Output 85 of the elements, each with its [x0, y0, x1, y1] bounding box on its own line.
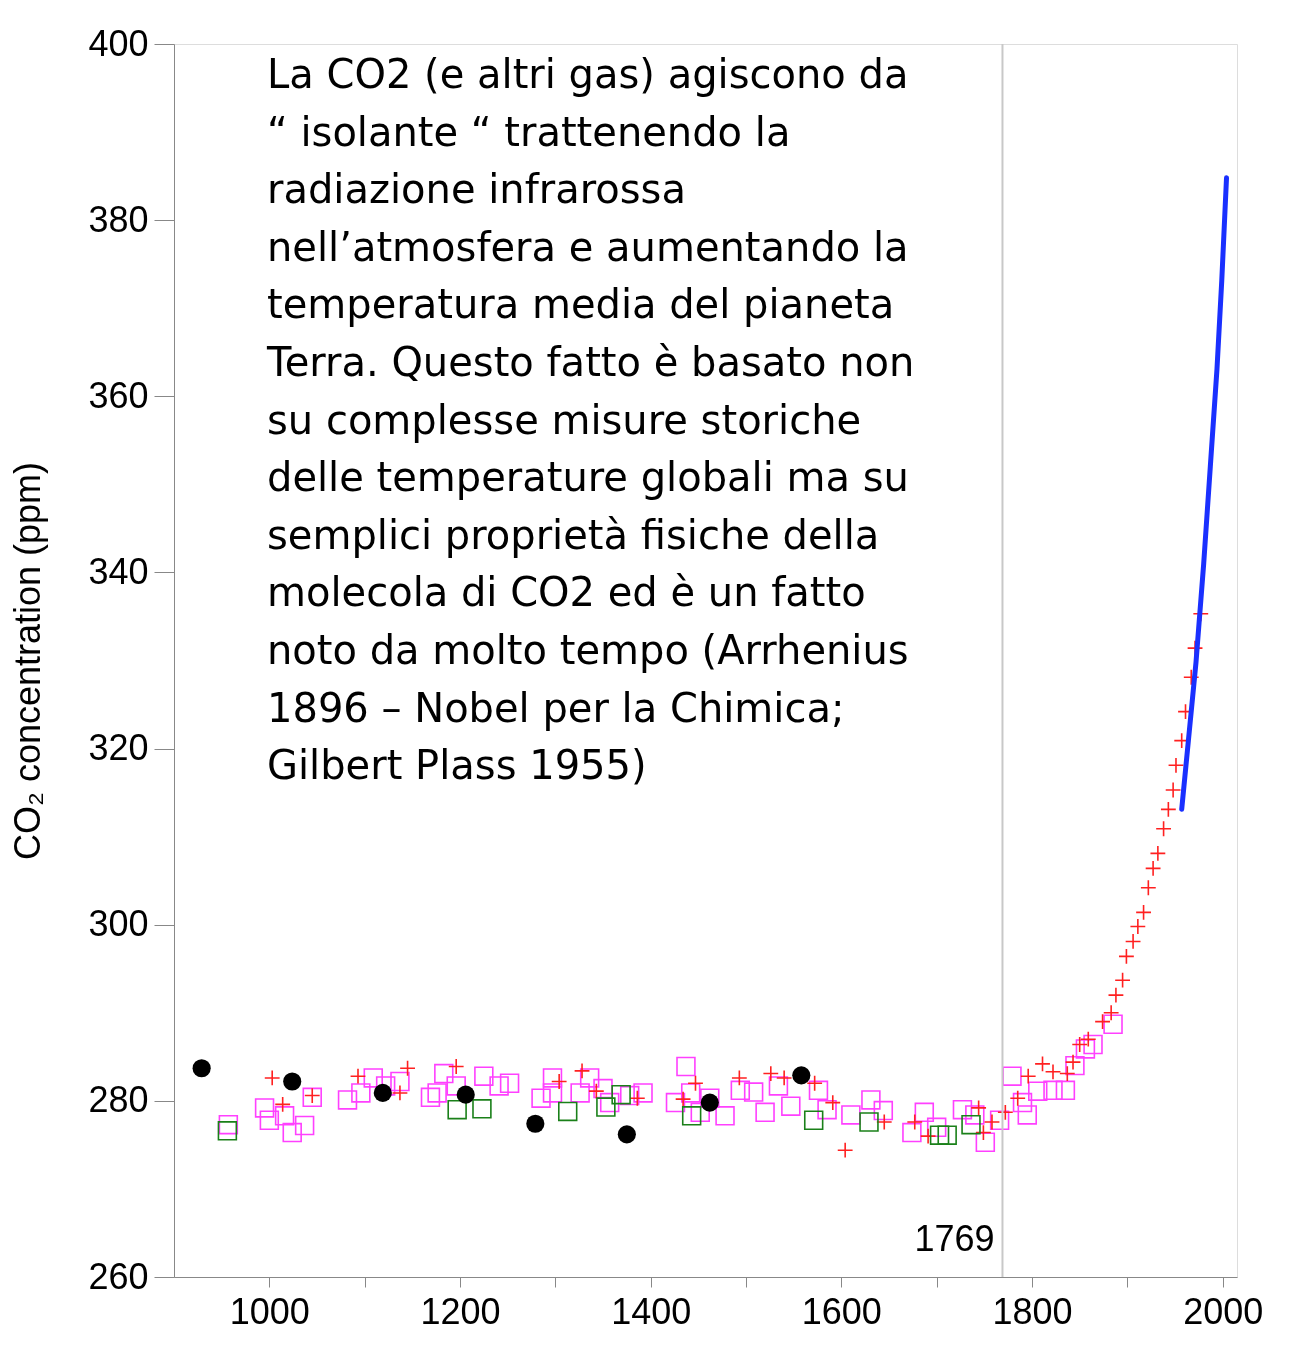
point [919, 1127, 937, 1145]
y-tick-label: 300 [88, 903, 149, 945]
x-tick-label: 1400 [611, 1290, 692, 1332]
point [1080, 1030, 1097, 1048]
point [391, 1084, 409, 1102]
point [1102, 1004, 1120, 1021]
point [456, 1085, 475, 1104]
point [803, 1110, 824, 1130]
point [1160, 801, 1177, 818]
y-tick-label: 340 [88, 550, 149, 592]
point [1144, 860, 1162, 877]
point [824, 1094, 841, 1111]
point [304, 1087, 321, 1104]
point [217, 1121, 238, 1141]
point [349, 1067, 367, 1085]
point [687, 1075, 704, 1092]
point [1009, 1090, 1026, 1107]
point [192, 1059, 211, 1078]
y-tick-label: 280 [88, 1079, 149, 1121]
point [1059, 1065, 1076, 1082]
point [1155, 820, 1172, 837]
point [550, 1073, 568, 1090]
y-tick-label: 320 [88, 727, 149, 769]
point [617, 1125, 636, 1144]
point [1124, 933, 1142, 950]
y-axis-title: CO₂ concentration (ppm) [7, 461, 49, 861]
point [961, 1114, 981, 1135]
point [1107, 986, 1125, 1004]
point [876, 1113, 893, 1131]
x-tick-label: 1800 [992, 1290, 1073, 1332]
point [997, 1104, 1014, 1121]
point [792, 1066, 811, 1085]
point [1140, 879, 1157, 896]
point [1129, 918, 1147, 935]
point [399, 1060, 416, 1077]
point [573, 1062, 591, 1080]
point [1149, 845, 1167, 862]
point [937, 1125, 957, 1145]
point [274, 1096, 291, 1113]
point [929, 1125, 950, 1145]
point [1020, 1067, 1037, 1085]
point [806, 1075, 823, 1092]
point [700, 1093, 719, 1112]
point [970, 1099, 987, 1117]
point [558, 1101, 578, 1122]
point [1064, 1053, 1082, 1071]
point [731, 1069, 748, 1087]
point [836, 1141, 854, 1159]
point [681, 1106, 702, 1126]
x-tick-label: 1600 [801, 1290, 882, 1332]
point [373, 1083, 392, 1102]
point [447, 1058, 465, 1075]
y-tick-label: 360 [88, 374, 149, 416]
point [588, 1082, 605, 1100]
point [975, 1124, 992, 1141]
point [859, 1112, 879, 1132]
point [1114, 971, 1131, 989]
point [1167, 757, 1185, 774]
point [1071, 1036, 1088, 1053]
point [611, 1084, 631, 1105]
x-tick-label: 1000 [229, 1290, 310, 1332]
point [596, 1097, 616, 1117]
point [629, 1090, 646, 1107]
ref-line-label: 1769 [914, 1218, 995, 1259]
point [775, 1069, 793, 1087]
point [472, 1099, 492, 1119]
point [1135, 904, 1152, 921]
point [526, 1114, 545, 1133]
point [674, 1090, 692, 1108]
x-tick-label: 2000 [1183, 1290, 1264, 1332]
point [1094, 1013, 1111, 1030]
point [762, 1065, 780, 1082]
point [983, 1113, 1001, 1131]
point [447, 1099, 467, 1120]
point [1118, 948, 1135, 965]
point [283, 1072, 302, 1091]
point [263, 1069, 281, 1087]
point [1183, 669, 1200, 686]
point [906, 1113, 923, 1131]
y-tick-label: 380 [88, 198, 149, 240]
text: La CO2 (e altri gas) agiscono da “ isolante “ trattenendo la radiazione infrarossa nell’atmosfera e aumentando la temperatura media del pianeta Terra. Questo fatto è basato non su complesse misure storiche delle temperature globali ma su semplici proprietà fisiche della molecola di CO2 ed è un fatto noto da molto tempo (Arrhenius 1896 – Nobel per la Chimica; Gilbert Plass 1955) [267, 51, 915, 789]
x-tick-label: 1200 [420, 1290, 501, 1332]
y-tick-label: 400 [88, 22, 149, 64]
point [1164, 781, 1182, 799]
y-tick-label: 260 [88, 1255, 149, 1297]
